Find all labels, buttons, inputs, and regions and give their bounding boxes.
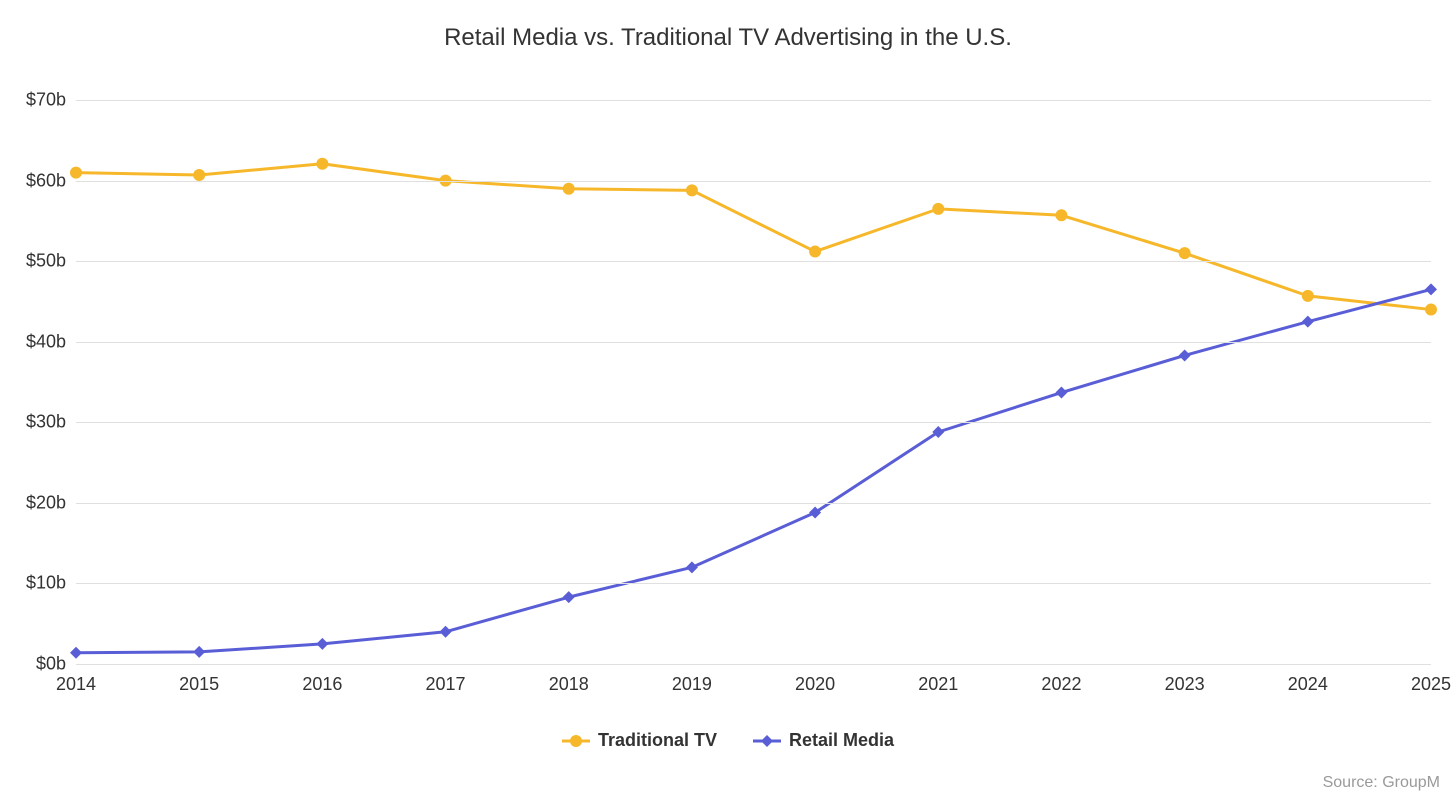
series-marker <box>686 561 698 573</box>
gridline <box>76 422 1431 423</box>
series-marker <box>1425 283 1437 295</box>
chart-legend: Traditional TV Retail Media <box>0 730 1456 753</box>
gridline <box>76 583 1431 584</box>
x-axis-tick-label: 2015 <box>179 664 219 695</box>
series-marker <box>809 246 821 258</box>
y-axis-tick-label: $40b <box>26 331 76 352</box>
x-axis-tick-label: 2021 <box>918 664 958 695</box>
series-marker <box>686 184 698 196</box>
x-axis-tick-label: 2016 <box>302 664 342 695</box>
x-axis-tick-label: 2024 <box>1288 664 1328 695</box>
x-axis-tick-label: 2022 <box>1041 664 1081 695</box>
legend-label: Retail Media <box>789 730 894 751</box>
x-axis-tick-label: 2017 <box>426 664 466 695</box>
series-marker <box>1425 304 1437 316</box>
y-axis-tick-label: $60b <box>26 170 76 191</box>
series-marker <box>316 638 328 650</box>
series-marker <box>193 169 205 181</box>
series-marker <box>1179 247 1191 259</box>
series-marker <box>316 158 328 170</box>
series-marker <box>932 203 944 215</box>
x-axis-tick-label: 2019 <box>672 664 712 695</box>
legend-label: Traditional TV <box>598 730 717 751</box>
chart-container: Retail Media vs. Traditional TV Advertis… <box>0 0 1456 802</box>
y-axis-tick-label: $10b <box>26 573 76 594</box>
series-line <box>76 289 1431 652</box>
legend-item: Retail Media <box>753 730 894 751</box>
gridline <box>76 342 1431 343</box>
diamond-icon <box>760 734 774 748</box>
plot-area: $0b$10b$20b$30b$40b$50b$60b$70b201420152… <box>76 84 1431 664</box>
gridline <box>76 503 1431 504</box>
x-axis-tick-label: 2020 <box>795 664 835 695</box>
series-marker <box>1055 209 1067 221</box>
y-axis-tick-label: $50b <box>26 251 76 272</box>
y-axis-tick-label: $20b <box>26 492 76 513</box>
y-axis-tick-label: $70b <box>26 90 76 111</box>
x-axis-tick-label: 2023 <box>1165 664 1205 695</box>
series-marker <box>1302 316 1314 328</box>
series-marker <box>193 646 205 658</box>
series-marker <box>1179 349 1191 361</box>
x-axis-tick-label: 2025 <box>1411 664 1451 695</box>
gridline <box>76 261 1431 262</box>
legend-swatch <box>753 734 781 748</box>
x-axis-tick-label: 2018 <box>549 664 589 695</box>
legend-swatch <box>562 734 590 748</box>
series-line <box>76 164 1431 310</box>
series-marker <box>440 626 452 638</box>
y-axis-tick-label: $30b <box>26 412 76 433</box>
legend-item: Traditional TV <box>562 730 717 751</box>
chart-source-label: Source: GroupM <box>1323 774 1440 792</box>
series-marker <box>1302 290 1314 302</box>
gridline <box>76 664 1431 665</box>
series-marker <box>563 591 575 603</box>
chart-lines-svg <box>76 84 1431 664</box>
x-axis-tick-label: 2014 <box>56 664 96 695</box>
series-marker <box>563 183 575 195</box>
gridline <box>76 100 1431 101</box>
series-marker <box>1055 387 1067 399</box>
circle-icon <box>569 734 583 748</box>
gridline <box>76 181 1431 182</box>
chart-title: Retail Media vs. Traditional TV Advertis… <box>0 24 1456 52</box>
